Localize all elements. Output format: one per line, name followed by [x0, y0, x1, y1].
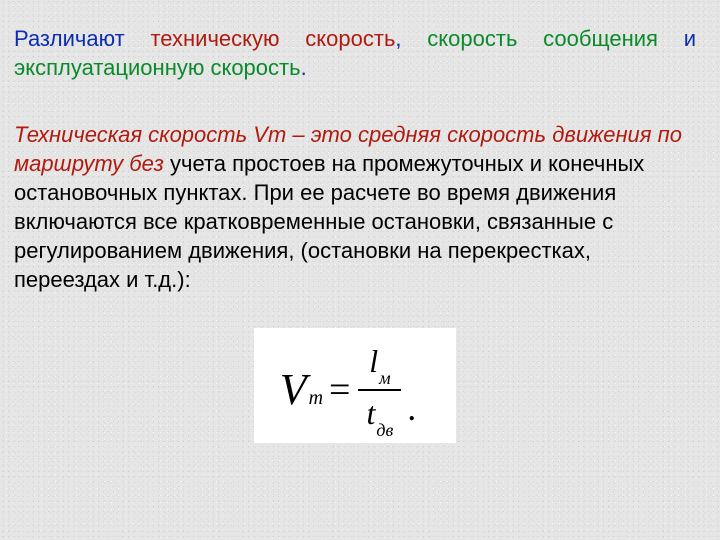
formula-num-sub: м: [379, 368, 391, 388]
formula-container: V т = lм tдв .: [14, 328, 696, 442]
formula-period: .: [407, 385, 416, 433]
formula-equals: =: [329, 371, 350, 409]
paragraph-definition: Техническая скорость Vт – это средняя ск…: [14, 120, 696, 294]
term-operational-speed: эксплуатационную скорость: [14, 55, 301, 80]
paragraph-speed-types: Различают техническую скорость, скорость…: [14, 24, 696, 82]
term-technical-speed: техническую скорость: [150, 26, 395, 51]
formula-den-sub: дв: [376, 420, 393, 440]
formula-numerator: lм: [361, 342, 398, 386]
formula-fraction: lм tдв: [358, 342, 401, 438]
para1-text-g: .: [301, 55, 307, 80]
formula-V-sub: т: [309, 388, 323, 408]
formula-box: V т = lм tдв .: [254, 328, 457, 442]
formula-V: V: [280, 368, 307, 412]
formula-den-main: t: [366, 395, 375, 431]
formula-num-main: l: [369, 343, 378, 379]
para1-text-a: Различают: [14, 26, 150, 51]
formula-bar: [358, 389, 401, 391]
slide-content: Различают техническую скорость, скорость…: [0, 0, 720, 443]
para1-text-e: и: [658, 26, 696, 51]
formula-denominator: tдв: [358, 394, 401, 438]
para1-text-c: ,: [395, 26, 427, 51]
term-communication-speed: скорость сообщения: [427, 26, 658, 51]
